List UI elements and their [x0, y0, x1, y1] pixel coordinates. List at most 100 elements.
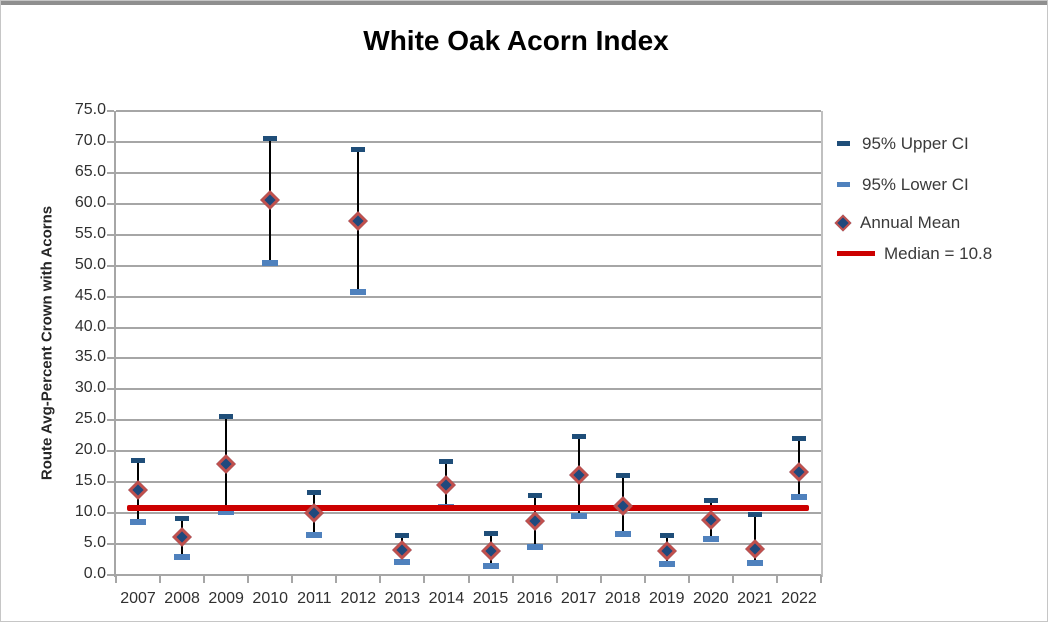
legend-label: 95% Upper CI — [862, 133, 969, 153]
gridline — [116, 419, 821, 422]
x-tick-label: 2017 — [560, 590, 597, 607]
x-tick-label: 2008 — [164, 590, 200, 607]
y-tick-mark — [107, 233, 114, 236]
lower-ci-cap — [526, 544, 543, 551]
legend-label: Median = 10.8 — [884, 243, 993, 263]
y-tick-mark — [107, 419, 114, 422]
x-tick-mark — [820, 575, 822, 583]
lower-ci-cap — [746, 560, 763, 567]
y-tick-mark — [107, 450, 114, 453]
annual-mean-marker — [348, 210, 369, 231]
y-tick-label: 75.0 — [74, 101, 106, 118]
lower-ci-cap — [702, 536, 719, 543]
legend: 95% Upper CI 95% Lower CI Annual Mean Media… — [834, 127, 1042, 266]
upper-ci-cap — [439, 459, 454, 465]
x-tick-mark — [555, 575, 558, 583]
y-tick-label: 70.0 — [74, 131, 106, 149]
y-tick-label: 60.0 — [74, 193, 106, 211]
y-tick-mark — [107, 574, 114, 576]
upper-ci-cap — [703, 498, 718, 504]
upper-ci-cap — [175, 516, 190, 522]
y-tick-mark — [107, 202, 114, 205]
upper-ci-cap — [571, 433, 586, 439]
gridline — [116, 264, 821, 267]
x-tick-mark — [775, 575, 778, 583]
y-tick-label: 55.0 — [74, 224, 106, 242]
upper-ci-cap — [791, 435, 806, 441]
x-tick-label: 2009 — [208, 590, 244, 607]
x-tick-label: 2020 — [693, 590, 729, 607]
lower-ci-cap — [482, 562, 499, 569]
y-tick-mark — [107, 481, 114, 484]
y-tick-label: 5.0 — [83, 534, 106, 552]
y-tick-mark — [107, 388, 114, 391]
median-line — [127, 505, 809, 512]
y-tick-mark — [107, 326, 114, 329]
gridline — [116, 481, 821, 484]
y-axis-line — [114, 111, 116, 577]
lower-ci-cap — [130, 519, 147, 526]
gridline — [116, 543, 821, 546]
annual-mean-marker — [789, 462, 809, 483]
upper-ci-cap — [351, 147, 366, 153]
x-tick-label: 2012 — [340, 590, 377, 607]
x-tick-label: 2021 — [737, 590, 773, 607]
y-tick-label: 15.0 — [74, 472, 106, 490]
lower-ci-cap — [394, 559, 411, 565]
x-tick-label: 2010 — [252, 590, 289, 607]
y-tick-mark — [107, 295, 114, 298]
lower-ci-cap — [218, 508, 235, 515]
y-tick-mark — [107, 264, 114, 267]
x-tick-label: 2018 — [604, 590, 641, 607]
x-tick-label: 2015 — [472, 590, 509, 607]
x-tick-mark — [379, 575, 382, 583]
x-tick-mark — [423, 575, 426, 583]
gridline — [116, 295, 821, 298]
plot-right-border — [821, 111, 823, 577]
lower-ci-cap — [306, 532, 323, 539]
x-tick-mark — [335, 575, 338, 583]
x-tick-label: 2014 — [428, 590, 465, 607]
gridline — [116, 512, 821, 515]
x-tick-mark — [115, 575, 117, 583]
x-tick-mark — [731, 575, 734, 583]
x-tick-label: 2016 — [516, 590, 553, 607]
lower-ci-cap — [174, 554, 191, 561]
median-line-swatch-icon — [837, 251, 875, 256]
y-tick-label: 0.0 — [83, 565, 106, 582]
ci-dash-swatch-icon — [837, 141, 850, 146]
gridline — [116, 202, 821, 205]
upper-ci-cap — [307, 490, 322, 496]
x-tick-label: 2007 — [120, 590, 156, 607]
x-tick-mark — [643, 575, 646, 583]
window-top-edge — [1, 1, 1047, 5]
legend-label: 95% Lower CI — [862, 174, 969, 194]
y-tick-label: 50.0 — [74, 255, 106, 273]
lower-ci-cap — [658, 561, 675, 568]
annual-mean-marker — [128, 480, 148, 501]
x-tick-mark — [511, 575, 514, 583]
mean-diamond-swatch-icon — [834, 214, 852, 231]
annual-mean-marker — [216, 453, 237, 474]
upper-ci-cap — [395, 533, 410, 539]
x-tick-mark — [291, 575, 294, 583]
gridline — [116, 110, 821, 112]
lower-ci-cap — [262, 259, 279, 266]
y-tick-mark — [107, 357, 114, 360]
y-tick-label: 65.0 — [74, 162, 106, 180]
gridline — [116, 357, 821, 360]
upper-ci-cap — [131, 457, 146, 463]
x-tick-mark — [599, 575, 602, 583]
annual-mean-marker — [260, 190, 281, 210]
y-tick-label: 10.0 — [74, 503, 106, 521]
gridline — [116, 388, 821, 391]
upper-ci-cap — [483, 530, 498, 536]
x-tick-mark — [247, 575, 250, 583]
gridline — [116, 450, 821, 453]
legend-item: Median = 10.8 — [837, 241, 1042, 266]
ci-dash-swatch-icon — [837, 182, 850, 187]
legend-item: Annual Mean — [834, 210, 1042, 235]
y-tick-label: 45.0 — [74, 286, 106, 304]
x-tick-mark — [203, 575, 206, 583]
